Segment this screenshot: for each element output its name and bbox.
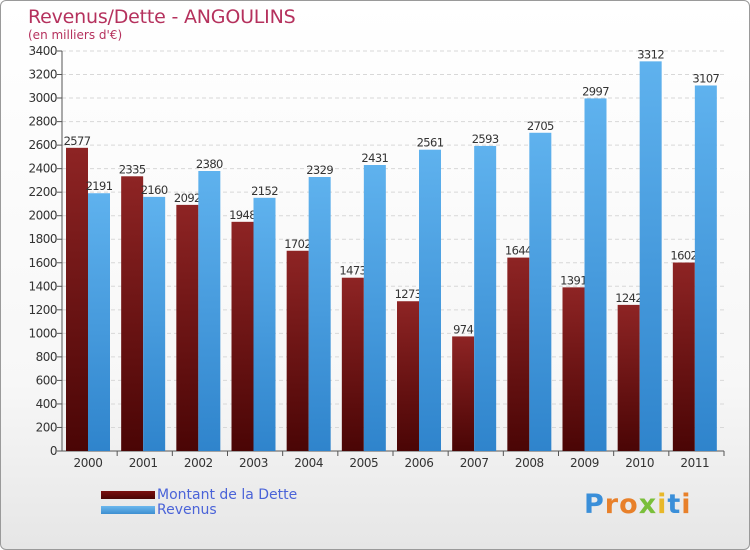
- legend-item-debt: Montant de la Dette: [101, 486, 298, 503]
- data-label-revenue: 2380: [196, 157, 223, 171]
- y-tick-label: 2000: [28, 209, 57, 223]
- x-tick-label: 2006: [405, 456, 434, 470]
- data-label-revenue: 2160: [141, 183, 168, 197]
- y-tick-label: 0: [50, 444, 57, 458]
- x-tick-label: 2011: [680, 456, 709, 470]
- bar-debt: [176, 204, 199, 451]
- data-label-revenue: 2152: [251, 184, 278, 198]
- data-label-debt: 1948: [229, 208, 256, 222]
- y-tick-label: 200: [36, 420, 57, 434]
- y-tick-label: 1600: [28, 256, 57, 270]
- data-label-revenue: 2431: [361, 151, 388, 165]
- legend-item-revenue: Revenus: [101, 501, 297, 518]
- x-tick-label: 2003: [239, 456, 268, 470]
- logo-letter: r: [604, 489, 620, 520]
- x-tick-label: 2009: [570, 456, 599, 470]
- proxiti-logo: Proxiti: [584, 489, 692, 520]
- x-tick-label: 2004: [294, 456, 323, 470]
- data-label-debt: 1242: [615, 291, 642, 305]
- y-tick-label: 1200: [28, 303, 57, 317]
- y-tick-label: 3200: [28, 68, 57, 82]
- chart-subtitle: (en milliers d'€): [28, 28, 123, 42]
- data-label-debt: 2335: [119, 162, 146, 176]
- bar-debt: [121, 176, 144, 451]
- data-label-revenue: 2593: [472, 132, 499, 146]
- data-label-revenue: 2561: [417, 136, 444, 150]
- logo-letter: o: [619, 489, 639, 520]
- x-tick-label: 2000: [74, 456, 103, 470]
- bar-revenue: [363, 165, 386, 451]
- y-tick-label: 400: [36, 397, 57, 411]
- y-tick-label: 1400: [28, 279, 57, 293]
- y-tick-label: 800: [36, 350, 57, 364]
- legend-label-debt: Montant de la Dette: [157, 486, 298, 503]
- bar-debt: [286, 250, 309, 451]
- bar-debt: [231, 221, 254, 451]
- data-label-revenue: 2997: [582, 84, 609, 98]
- x-tick-label: 2008: [515, 456, 544, 470]
- bar-revenue: [529, 132, 552, 451]
- data-label-revenue: 2329: [306, 163, 333, 177]
- legend-label-revenue: Revenus: [157, 501, 217, 518]
- logo-letter: i: [681, 489, 692, 520]
- logo-letter: t: [667, 489, 682, 520]
- y-tick-label: 3400: [28, 44, 57, 58]
- data-label-debt: 1273: [395, 287, 422, 301]
- data-label-revenue: 2705: [527, 119, 554, 133]
- bar-revenue: [639, 61, 662, 452]
- bar-debt: [397, 301, 419, 451]
- bar-revenue: [308, 177, 331, 451]
- data-label-debt: 1644: [505, 244, 532, 258]
- data-label-debt: 1702: [284, 237, 311, 251]
- x-tick-label: 2002: [184, 456, 213, 470]
- data-label-debt: 974: [453, 322, 473, 336]
- bar-debt: [341, 277, 364, 451]
- y-tick-label: 1800: [28, 232, 57, 246]
- legend-swatch-debt: [101, 490, 155, 499]
- bar-revenue: [694, 85, 717, 452]
- bar-revenue: [198, 171, 221, 451]
- bar-debt: [562, 287, 585, 451]
- y-tick-label: 1000: [28, 326, 57, 340]
- bar-debt: [507, 257, 530, 451]
- logo-letter: i: [657, 489, 668, 520]
- y-tick-label: 3000: [28, 91, 57, 105]
- data-label-debt: 2092: [174, 191, 201, 205]
- data-label-revenue: 2191: [86, 179, 113, 193]
- y-tick-label: 2200: [28, 185, 57, 199]
- x-tick-label: 2005: [349, 456, 378, 470]
- bar-debt: [452, 336, 475, 451]
- data-label-revenue: 3312: [637, 47, 664, 61]
- bar-debt: [617, 304, 640, 451]
- y-tick-label: 2800: [28, 115, 57, 129]
- bar-revenue: [88, 193, 110, 451]
- bar-revenue: [419, 149, 441, 452]
- bar-debt: [672, 262, 695, 451]
- bar-revenue: [253, 197, 276, 451]
- bar-debt: [66, 147, 88, 451]
- data-label-debt: 2577: [64, 134, 91, 148]
- x-tick-label: 2010: [625, 456, 654, 470]
- bar-revenue: [143, 196, 166, 451]
- logo-letter: P: [584, 489, 605, 520]
- data-label-debt: 1473: [339, 264, 366, 278]
- bar-revenue: [474, 145, 497, 452]
- x-tick-label: 2001: [129, 456, 158, 470]
- y-tick-label: 2400: [28, 162, 57, 176]
- legend-swatch-revenue: [101, 505, 155, 514]
- data-label-revenue: 3107: [692, 71, 719, 85]
- x-tick-label: 2007: [460, 456, 489, 470]
- data-label-debt: 1602: [670, 249, 697, 263]
- bar-revenue: [584, 98, 607, 451]
- data-label-debt: 1391: [560, 273, 587, 287]
- legend: Montant de la Dette Revenus: [101, 486, 298, 518]
- logo-letter: x: [638, 489, 658, 520]
- y-tick-label: 600: [36, 373, 57, 387]
- chart-title: Revenus/Dette - ANGOULINS: [28, 6, 296, 28]
- y-tick-label: 2600: [28, 138, 57, 152]
